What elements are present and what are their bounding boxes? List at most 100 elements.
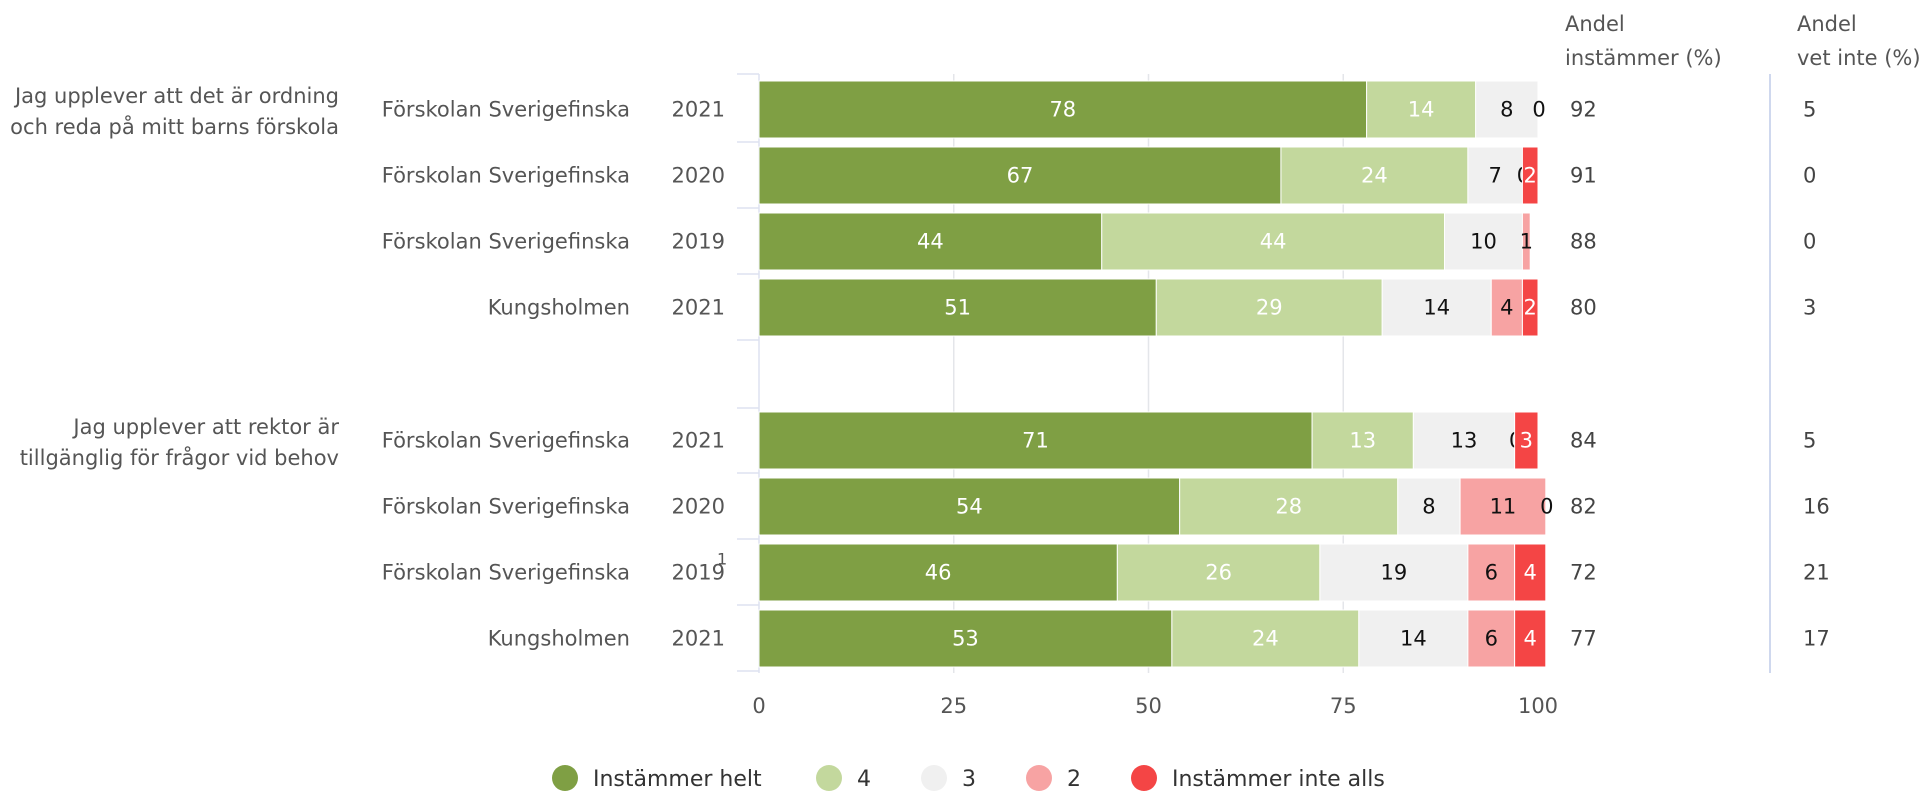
bar-segment (1397, 477, 1461, 536)
bar-segment (758, 80, 1368, 139)
unit-label: Förskolan Sverigefinska (382, 98, 630, 122)
unit-label: Kungsholmen (488, 296, 630, 320)
data-label: 28 (1275, 495, 1302, 519)
data-label: 44 (1260, 230, 1287, 254)
question-label: Jag upplever att det är ordning (13, 84, 339, 108)
data-label: 13 (1451, 429, 1478, 453)
data-label: 4 (1524, 561, 1537, 585)
unit-label: Förskolan Sverigefinska (382, 561, 630, 585)
data-label: 29 (1256, 296, 1283, 320)
data-label: 8 (1422, 495, 1435, 519)
bar-segment (1101, 212, 1446, 271)
unit-label: Förskolan Sverigefinska (382, 495, 630, 519)
share-agree-value: 91 (1570, 164, 1597, 188)
year-label: 2019 (672, 561, 725, 585)
question-label: Jag upplever att rektor är (71, 415, 339, 439)
data-label: 7 (1488, 164, 1501, 188)
bar-segment (1514, 411, 1539, 470)
x-tick-label: 75 (1330, 694, 1357, 718)
year-label: 2020 (672, 495, 725, 519)
share-dont-know-value: 0 (1803, 164, 1816, 188)
header-share-dont-know: vet inte (%) (1797, 46, 1921, 70)
bar-segment (1311, 411, 1414, 470)
bar-segment (758, 146, 1282, 205)
legend-marker (1026, 765, 1052, 791)
unit-label: Kungsholmen (488, 627, 630, 651)
bar-segment (1521, 278, 1539, 337)
data-label: 26 (1205, 561, 1232, 585)
bar-segment (1467, 609, 1516, 668)
data-label: 24 (1252, 627, 1279, 651)
header-share-agree: instämmer (%) (1565, 46, 1722, 70)
data-label: 24 (1361, 164, 1388, 188)
data-label: 46 (925, 561, 952, 585)
bar-segment (1459, 477, 1547, 536)
legend-marker (816, 765, 842, 791)
bar-segment (1171, 609, 1360, 668)
data-label: 71 (1022, 429, 1049, 453)
bar-segment (1514, 543, 1547, 602)
share-agree-value: 92 (1570, 98, 1597, 122)
data-label: 11 (1490, 495, 1517, 519)
data-label: 14 (1408, 98, 1435, 122)
data-label: 53 (952, 627, 979, 651)
side-values: 92 5 91 0 88 0 80 3 84 5 82 16 72 21 77 17 (1570, 98, 1830, 651)
legend-label: Instämmer inte alls (1172, 767, 1385, 792)
share-agree-value: 80 (1570, 296, 1597, 320)
bar-segment (1514, 609, 1547, 668)
year-label: 2021 (672, 98, 725, 122)
bar-segment (1467, 543, 1516, 602)
data-label: 0 (1532, 98, 1545, 122)
bar-segment (758, 411, 1313, 470)
legend-label: 3 (962, 767, 976, 792)
data-label: 8 (1500, 98, 1513, 122)
legend-marker (921, 765, 947, 791)
unit-label: Förskolan Sverigefinska (382, 230, 630, 254)
x-tick-label: 0 (752, 694, 765, 718)
legend-label: 2 (1067, 767, 1081, 792)
legend: Instämmer helt 4 3 2 Instämmer inte alls (552, 765, 1385, 792)
share-agree-value: 72 (1570, 561, 1597, 585)
bar-segment (758, 212, 1103, 271)
year-label: 2021 (672, 627, 725, 651)
bar-segment (758, 477, 1181, 536)
footnote-marker: 1 (717, 550, 727, 569)
question-labels: Jag upplever att det är ordning och reda … (10, 84, 339, 470)
unit-label: Förskolan Sverigefinska (382, 164, 630, 188)
data-label: 51 (944, 296, 971, 320)
data-label: 2 (1524, 164, 1537, 188)
share-agree-value: 84 (1570, 429, 1597, 453)
data-label: 4 (1500, 296, 1513, 320)
bar-segment (1412, 411, 1516, 470)
share-dont-know-value: 16 (1803, 495, 1830, 519)
bar-segment (1179, 477, 1399, 536)
share-dont-know-value: 17 (1803, 627, 1830, 651)
legend-label: Instämmer helt (593, 767, 762, 792)
header-share-agree: Andel (1565, 12, 1625, 36)
bar-segment (1521, 146, 1539, 205)
data-label: 13 (1349, 429, 1376, 453)
bars: 7814806724702444410151291442711313035428… (758, 80, 1553, 668)
data-label: 6 (1485, 627, 1498, 651)
data-label: 44 (917, 230, 944, 254)
bar-segment (1280, 146, 1469, 205)
bar-segment (1521, 212, 1531, 271)
data-label: 78 (1049, 98, 1076, 122)
share-agree-value: 82 (1570, 495, 1597, 519)
data-label: 67 (1007, 164, 1034, 188)
data-label: 10 (1470, 230, 1497, 254)
share-agree-value: 88 (1570, 230, 1597, 254)
data-label: 4 (1524, 627, 1537, 651)
data-label: 19 (1381, 561, 1408, 585)
share-dont-know-value: 0 (1803, 230, 1816, 254)
data-label: 3 (1520, 429, 1533, 453)
legend-marker (552, 765, 578, 791)
legend-label: 4 (857, 767, 871, 792)
data-label: 1 (1520, 230, 1533, 254)
data-label: 0 (1540, 495, 1553, 519)
question-label: och reda på mitt barns förskola (10, 114, 339, 139)
header-share-dont-know: Andel (1797, 12, 1857, 36)
data-label: 54 (956, 495, 983, 519)
question-label: tillgänglig för frågor vid behov (20, 445, 339, 470)
bar-segment (1467, 146, 1523, 205)
